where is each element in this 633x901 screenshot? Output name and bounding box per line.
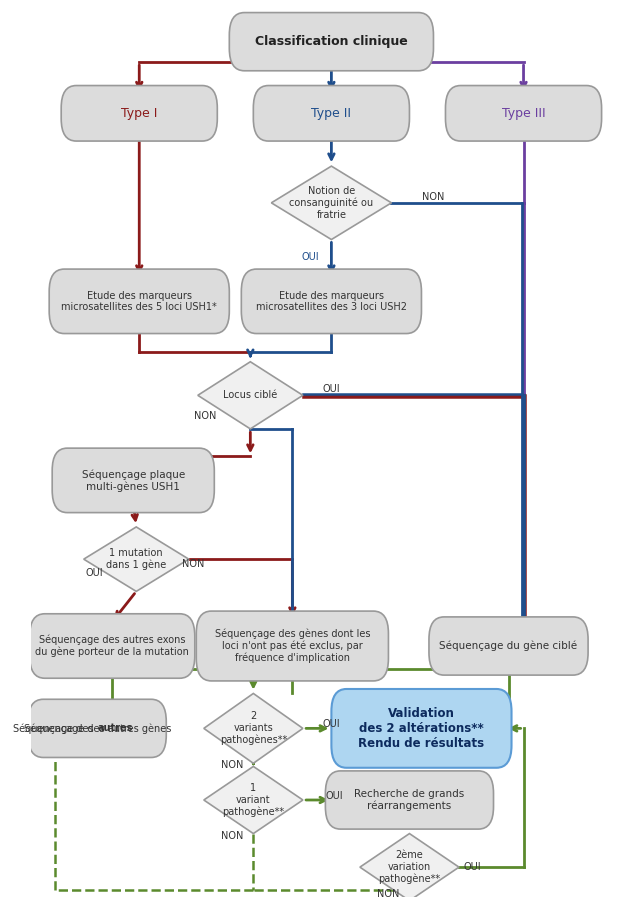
Text: OUI: OUI <box>323 384 340 394</box>
Text: NON: NON <box>221 831 244 841</box>
Text: OUI: OUI <box>323 719 340 729</box>
Text: Classification clinique: Classification clinique <box>255 35 408 48</box>
Text: 2ème
variation
pathogène**: 2ème variation pathogène** <box>379 851 441 884</box>
Text: OUI: OUI <box>464 862 481 872</box>
Text: Séquençage des gènes dont les
loci n'ont pas été exclus, par
fréquence d'implica: Séquençage des gènes dont les loci n'ont… <box>215 629 370 663</box>
FancyBboxPatch shape <box>30 614 195 678</box>
FancyBboxPatch shape <box>229 13 434 71</box>
Polygon shape <box>204 694 303 763</box>
Text: 1
variant
pathogène**: 1 variant pathogène** <box>222 783 284 817</box>
FancyBboxPatch shape <box>253 86 410 141</box>
FancyBboxPatch shape <box>49 269 229 333</box>
FancyBboxPatch shape <box>325 771 494 829</box>
Text: OUI: OUI <box>301 252 319 262</box>
Polygon shape <box>272 166 391 240</box>
FancyBboxPatch shape <box>52 448 215 513</box>
Text: Locus ciblé: Locus ciblé <box>223 390 277 400</box>
Text: Etude des marqueurs
microsatellites des 5 loci USH1*: Etude des marqueurs microsatellites des … <box>61 290 217 312</box>
Text: NON: NON <box>194 411 216 421</box>
FancyBboxPatch shape <box>196 611 389 681</box>
FancyBboxPatch shape <box>241 269 422 333</box>
Text: NON: NON <box>221 760 244 770</box>
Text: NON: NON <box>377 889 399 899</box>
Text: Type II: Type II <box>311 107 351 120</box>
Text: OUI: OUI <box>325 791 343 801</box>
Text: OUI: OUI <box>85 568 103 578</box>
Text: Notion de
consanguinité ou
fratrie: Notion de consanguinité ou fratrie <box>289 186 373 220</box>
Text: 2
variants
pathogènes**: 2 variants pathogènes** <box>220 712 287 745</box>
Text: Séquençage des: Séquençage des <box>13 724 97 733</box>
FancyBboxPatch shape <box>332 689 511 768</box>
FancyBboxPatch shape <box>28 699 166 758</box>
Text: Séquençage des autres gènes: Séquençage des autres gènes <box>23 724 171 733</box>
FancyBboxPatch shape <box>429 617 588 675</box>
Text: NON: NON <box>422 192 444 202</box>
Text: Type III: Type III <box>502 107 546 120</box>
Polygon shape <box>84 527 189 591</box>
FancyBboxPatch shape <box>61 86 217 141</box>
Text: Etude des marqueurs
microsatellites des 3 loci USH2: Etude des marqueurs microsatellites des … <box>256 290 407 312</box>
Text: NON: NON <box>182 559 204 569</box>
FancyBboxPatch shape <box>446 86 601 141</box>
Text: Type I: Type I <box>121 107 158 120</box>
Text: 1 mutation
dans 1 gène: 1 mutation dans 1 gène <box>106 548 166 570</box>
Text: Séquençage des autres exons
du gène porteur de la mutation: Séquençage des autres exons du gène port… <box>35 634 189 658</box>
Text: Séquençage du gène ciblé: Séquençage du gène ciblé <box>439 641 577 651</box>
Text: autres: autres <box>97 724 132 733</box>
Polygon shape <box>204 767 303 833</box>
Polygon shape <box>360 833 459 901</box>
Polygon shape <box>197 361 303 429</box>
Text: Recherche de grands
réarrangements: Recherche de grands réarrangements <box>354 789 465 811</box>
Text: Validation
des 2 altérations**
Rendu de résultats: Validation des 2 altérations** Rendu de … <box>358 707 484 750</box>
Text: Séquençage plaque
multi-gènes USH1: Séquençage plaque multi-gènes USH1 <box>82 469 185 492</box>
